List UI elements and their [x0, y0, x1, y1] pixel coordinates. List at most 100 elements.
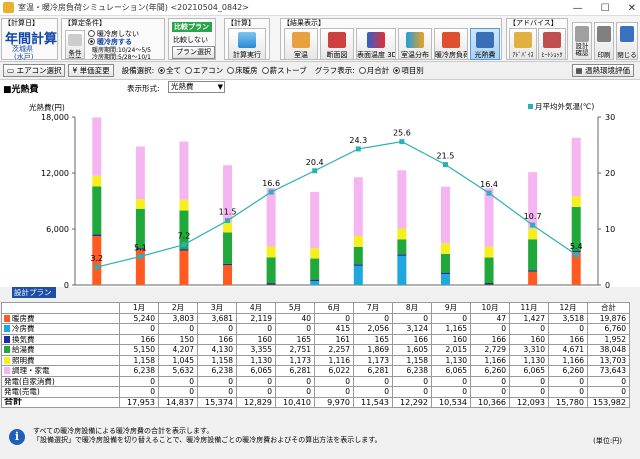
equip-option-all[interactable]: 全て: [158, 65, 181, 76]
table-cell: 3,518: [548, 312, 588, 324]
display-format-select[interactable]: 光熱費 ▼: [168, 81, 225, 93]
table-row: 冷房費 0 0 0 0 0 415 2,056 3,124 1,165 0 0 0 6,760: [1, 323, 630, 335]
table-cell: 2,056: [353, 323, 393, 335]
chevron-down-icon: ▼: [217, 83, 223, 91]
bar-segment: [223, 221, 233, 233]
equip-option-aircon[interactable]: エアコン: [185, 65, 223, 76]
bar-segment: [135, 249, 145, 285]
exit-door-icon: [620, 26, 634, 42]
section-title: ■光熱費: [3, 85, 39, 95]
cooling-period: 冷房期間:5/28～10/1: [92, 54, 151, 61]
close-button[interactable]: 閉じる: [616, 22, 638, 60]
bar-segment: [179, 199, 189, 211]
thermal-eval-button[interactable]: ▦ 温熱環境評価: [571, 64, 634, 77]
temperature-line: [96, 141, 577, 268]
no-hvac-option[interactable]: 暖冷房しない: [88, 29, 139, 39]
row-label: 暖房費: [12, 313, 35, 323]
table-cell: 40: [275, 312, 315, 324]
table-cell: 1,173: [275, 354, 315, 366]
temperature-point: [573, 252, 579, 258]
temperature-label: 20.4: [306, 158, 324, 167]
close-window-button[interactable]: ✕: [627, 2, 636, 14]
table-cell: 0: [509, 386, 549, 398]
cost-table: 1月 2月 3月 4月 5月 6月 7月 8月 9月 10月 11月 12月 合計 暖房費 5,240 3,…: [1, 302, 630, 408]
y-tick-label: 6,000: [46, 225, 69, 234]
table-cell: 4,207: [158, 344, 198, 356]
hvac-load-button[interactable]: 暖冷房負荷: [434, 28, 468, 60]
hvac-option[interactable]: 暖冷房する: [88, 37, 132, 47]
table-cell: 1,173: [353, 354, 393, 366]
condition-settings-button[interactable]: 条件設定: [65, 30, 85, 59]
aircon-select-label: エアコン選択: [16, 66, 62, 75]
bar-segment: [440, 274, 450, 285]
load-icon: [442, 32, 460, 48]
bar-segment: [92, 186, 102, 235]
table-cell: 0: [509, 375, 549, 387]
table-cell: 1,130: [431, 354, 471, 366]
bar-segment: [528, 270, 538, 272]
bar-segment: [179, 210, 189, 250]
conditions-group: 【算定条件】 条件設定 暖冷房しない 暖冷房する 暖房期間:10/24～5/5 …: [61, 18, 165, 61]
table-cell: 10,534: [431, 396, 471, 408]
bar-segment: [179, 250, 189, 285]
advice-group: 【アドバイス】 ｱﾄﾞﾊﾞｲｽ ﾋｰﾄｼｮｯｸ: [506, 18, 568, 60]
row-label: 換気費: [12, 334, 35, 344]
graph-option-monthly[interactable]: 月合計: [358, 65, 389, 76]
column-header: 12月: [548, 302, 588, 314]
table-cell: 3,310: [509, 344, 549, 356]
no-compare-option[interactable]: 比較しない: [173, 36, 208, 44]
table-row: 照明費 1,158 1,045 1,158 1,130 1,173 1,116 1,173 1,…: [1, 354, 630, 366]
bar-segment: [440, 243, 450, 254]
row-name: 合計: [1, 396, 120, 408]
table-row: 発電(自家消費) 0 0 0 0 0 0 0 0 0 0 0 0 0: [1, 375, 630, 387]
temperature-label: 25.6: [393, 129, 411, 138]
bar-segment: [528, 172, 538, 229]
aircon-select-button[interactable]: ▭ エアコン選択: [3, 64, 66, 77]
bar-segment: [353, 177, 363, 236]
table-cell: 0: [392, 386, 432, 398]
temp-distribution-button[interactable]: 室温分布: [398, 28, 432, 60]
room-temp-button[interactable]: 室温: [284, 28, 318, 60]
surface-temp-button[interactable]: 表面温度 3D: [356, 28, 396, 60]
advice-label: ｱﾄﾞﾊﾞｲｽ: [512, 52, 534, 59]
run-calc-button[interactable]: 計算実行: [228, 28, 266, 60]
print-button[interactable]: 印刷: [594, 22, 614, 60]
table-row: 暖房費 5,240 3,803 3,681 2,119 40 0 0 0 0 47 1,427 3,51…: [1, 312, 630, 324]
bar-segment: [92, 234, 102, 237]
bar-segment: [92, 117, 102, 176]
minimize-button[interactable]: —: [572, 2, 583, 14]
table-cell: 0: [119, 323, 159, 335]
temperature-point: [181, 242, 187, 248]
energy-cost-chart: 光熱費(円) 0 6,000 12,000 18,000 0 10 20 30 3.2 5.1 7.2…: [29, 101, 615, 288]
bar-segment: [353, 246, 363, 265]
calc-group: 【計算】 計算実行: [224, 18, 270, 60]
table-cell: 5,240: [119, 312, 159, 324]
column-header: 7月: [353, 302, 393, 314]
table-cell: 0: [314, 312, 354, 324]
bar-segment: [571, 252, 581, 285]
heat-shock-button[interactable]: ﾋｰﾄｼｮｯｸ: [538, 28, 566, 60]
advice-button[interactable]: ｱﾄﾞﾊﾞｲｽ: [509, 28, 537, 60]
plan-select-button[interactable]: プラン選択: [172, 46, 215, 59]
table-cell: 1,158: [197, 354, 237, 366]
table-cell: 12,093: [509, 396, 549, 408]
equip-option-floor-heating[interactable]: 床暖房: [227, 65, 258, 76]
temp-distribution-label: 室温分布: [401, 51, 429, 59]
temperature-point: [225, 218, 231, 224]
section-view-button[interactable]: 断面図: [320, 28, 354, 60]
maximize-button[interactable]: ☐: [600, 2, 610, 14]
equip-option-wood-stove[interactable]: 薪ストーブ: [261, 65, 307, 76]
design-check-button[interactable]: 設計確認: [572, 22, 592, 60]
table-cell: 0: [119, 386, 159, 398]
temperature-point: [530, 222, 536, 228]
bar-segment: [266, 257, 276, 284]
graph-option-by-item-label: 項目別: [401, 66, 424, 75]
graph-option-by-item[interactable]: 項目別: [393, 65, 424, 76]
energy-cost-label: 光熱費: [474, 51, 496, 59]
bar-segment: [223, 265, 233, 285]
table-cell: 0: [197, 386, 237, 398]
table-cell: 2,729: [470, 344, 510, 356]
temperature-point: [486, 190, 492, 196]
energy-cost-button[interactable]: 光熱費: [470, 28, 500, 60]
price-change-button[interactable]: ¥ 単価変更: [68, 64, 114, 77]
